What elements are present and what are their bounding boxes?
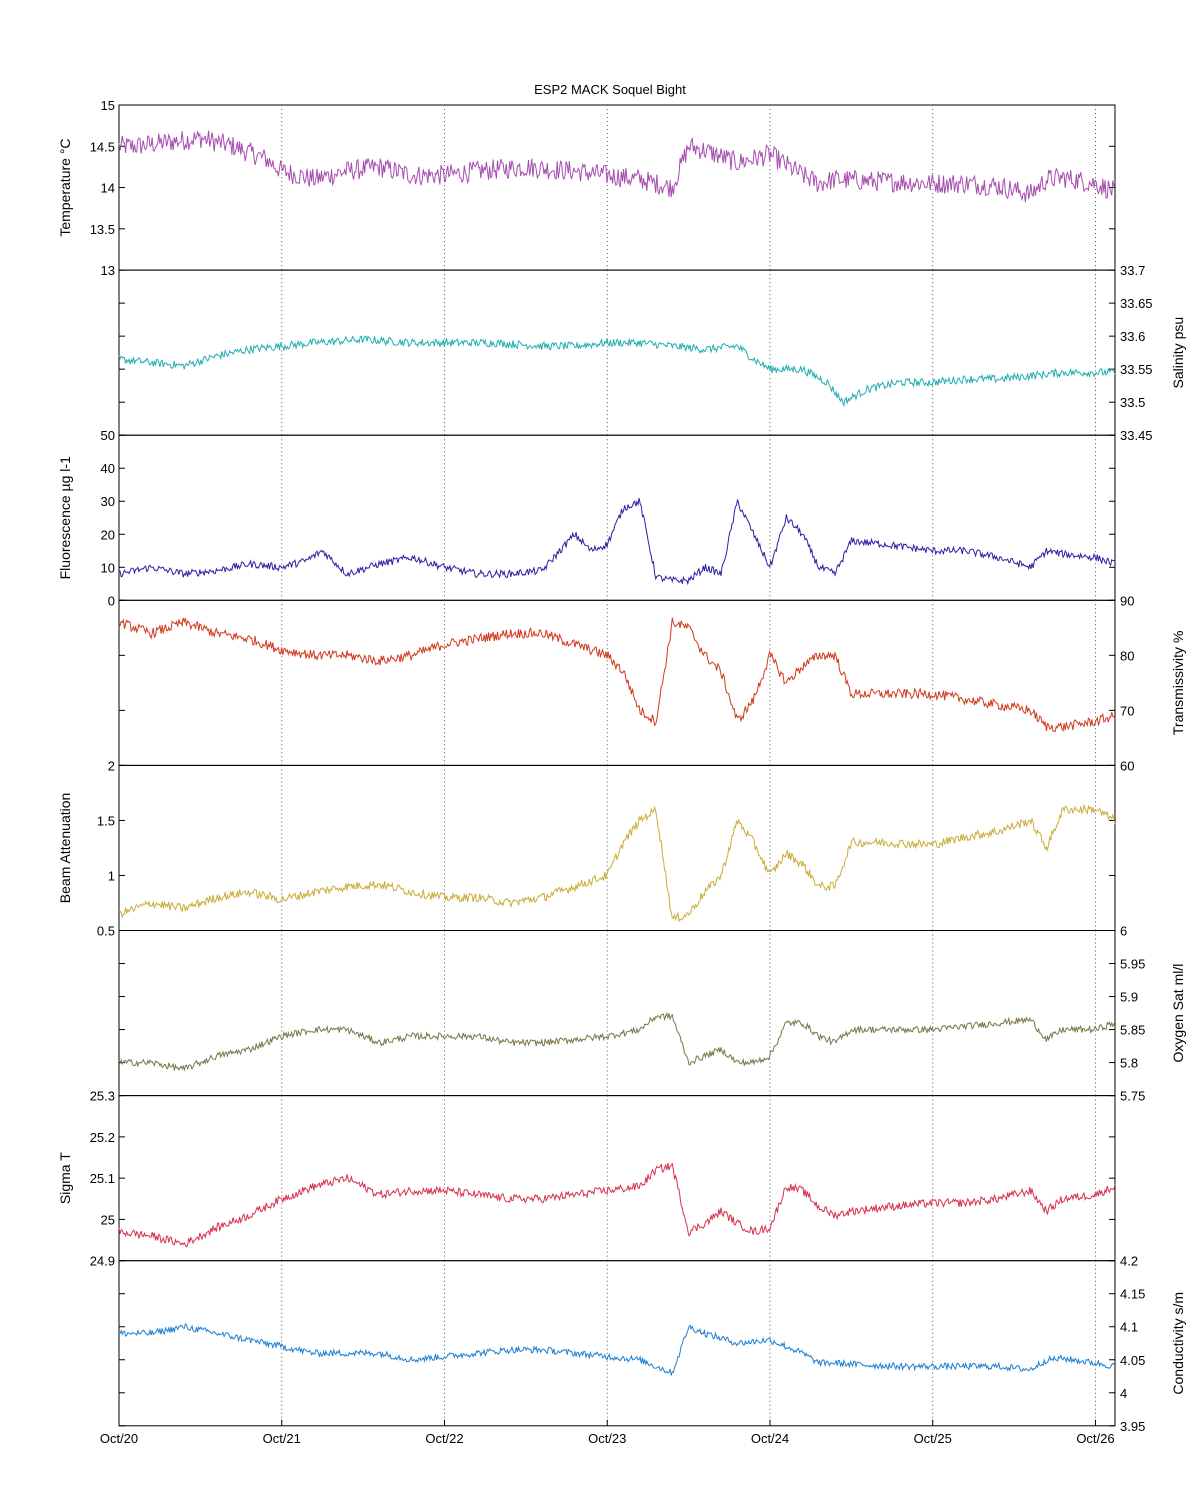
y-tick-label: 33.5 (1120, 395, 1145, 410)
y-tick-label: 2 (108, 758, 115, 773)
y-tick-label: 6 (1120, 924, 1127, 939)
y-tick-label: 4 (1120, 1386, 1127, 1401)
x-tick-label: Oct/26 (1076, 1431, 1114, 1446)
y-axis-label: Sigma T (57, 1152, 73, 1204)
y-tick-label: 70 (1120, 703, 1134, 718)
y-tick-label: 5.85 (1120, 1023, 1145, 1038)
series-line-conductivity (118, 1323, 1116, 1376)
panel-frame (118, 930, 1116, 1097)
series-line-sigma-t (118, 1162, 1116, 1248)
series-line-transmissivity (118, 617, 1116, 733)
y-axis-label: Beam Attenuation (57, 793, 73, 904)
y-axis-label: Temperature °C (57, 138, 73, 236)
y-tick-label: 13.5 (90, 222, 115, 237)
panel-fluorescence: 50 40 30 20 10 0 Fluorescence µg l-1 (57, 428, 1116, 608)
y-tick-label: 5.75 (1120, 1089, 1145, 1104)
x-axis-ticks: Oct/20 Oct/21 Oct/22 Oct/23 Oct/24 Oct/25 Oct/… (100, 1419, 1115, 1446)
y-tick-label: 5.95 (1120, 957, 1145, 972)
y-tick-label: 30 (101, 494, 115, 509)
panel-frame (118, 764, 1116, 932)
x-tick-label: Oct/24 (751, 1431, 789, 1446)
y-tick-label: 1.5 (97, 813, 115, 828)
panel-beam-attenuation: 2 1.5 1 0.5 Beam Attenuation (57, 758, 1116, 939)
y-tick-label: 90 (1120, 593, 1134, 608)
y-tick-label: 5.8 (1120, 1056, 1138, 1071)
y-tick-label: 33.7 (1120, 263, 1145, 278)
y-tick-label: 25 (101, 1212, 115, 1227)
panel-oxygen: 6 5.95 5.9 5.85 5.8 5.75 Oxygen Sat ml/l (118, 924, 1186, 1104)
y-tick-label: 33.55 (1120, 362, 1153, 377)
panel-frame (118, 434, 1116, 601)
y-tick-label: 25.2 (90, 1130, 115, 1145)
panel-transmissivity: 90 80 70 60 Transmissivity % (118, 593, 1186, 773)
y-tick-label: 24.9 (90, 1254, 115, 1269)
y-tick-label: 40 (101, 461, 115, 476)
y-axis-label: Transmissivity % (1170, 631, 1186, 736)
panel-conductivity: 4.2 4.15 4.1 4.05 4 3.95 Conductivity s/m (118, 1254, 1186, 1434)
series-line-salinity (118, 335, 1116, 408)
y-tick-label: 80 (1120, 648, 1134, 663)
y-tick-label: 4.15 (1120, 1287, 1145, 1302)
y-axis-label: Conductivity s/m (1170, 1292, 1186, 1395)
series-line-beam-attenuation (118, 803, 1116, 923)
y-tick-label: 15 (101, 98, 115, 113)
y-tick-label: 1 (108, 868, 115, 883)
panel-frame (118, 1095, 1116, 1262)
y-tick-label: 20 (101, 527, 115, 542)
y-axis-label: Salinity psu (1170, 317, 1186, 389)
x-tick-label: Oct/22 (425, 1431, 463, 1446)
y-tick-label: 33.6 (1120, 329, 1145, 344)
y-tick-label: 10 (101, 560, 115, 575)
panel-frame (118, 599, 1116, 766)
y-axis-label: Fluorescence µg l-1 (57, 456, 73, 579)
y-tick-label: 33.65 (1120, 296, 1153, 311)
y-tick-label: 50 (101, 428, 115, 443)
y-tick-label: 3.95 (1120, 1419, 1145, 1434)
panel-frame (118, 1260, 1116, 1427)
series-line-oxygen (118, 1011, 1116, 1072)
y-tick-label: 13 (101, 263, 115, 278)
series-line-fluorescence (118, 498, 1115, 586)
y-tick-label: 0.5 (97, 924, 115, 939)
chart-title: ESP2 MACK Soquel Bight (534, 82, 686, 97)
panel-salinity: 33.7 33.65 33.6 33.55 33.5 33.45 Salinity psu (118, 263, 1186, 443)
series-line-temperature (118, 130, 1116, 203)
y-tick-label: 25.3 (90, 1089, 115, 1104)
y-tick-label: 25.1 (90, 1171, 115, 1186)
y-tick-label: 5.9 (1120, 990, 1138, 1005)
x-tick-label: Oct/25 (914, 1431, 952, 1446)
y-tick-label: 33.45 (1120, 428, 1153, 443)
y-tick-label: 4.05 (1120, 1353, 1145, 1368)
y-tick-label: 60 (1120, 758, 1134, 773)
panel-sigma-t: 25.3 25.2 25.1 25 24.9 Sigma T (57, 1089, 1116, 1269)
x-tick-label: Oct/20 (100, 1431, 138, 1446)
panel-frame (118, 269, 1116, 436)
panel-temperature: 15 14.5 14 13.5 13 Temperature °C (57, 98, 1116, 278)
y-tick-label: 14 (101, 181, 115, 196)
y-tick-label: 4.1 (1120, 1320, 1138, 1335)
y-tick-label: 4.2 (1120, 1254, 1138, 1269)
y-tick-label: 0 (108, 593, 115, 608)
y-axis-label: Oxygen Sat ml/l (1170, 964, 1186, 1063)
x-tick-label: Oct/23 (588, 1431, 626, 1446)
y-tick-label: 14.5 (90, 139, 115, 154)
x-tick-label: Oct/21 (263, 1431, 301, 1446)
